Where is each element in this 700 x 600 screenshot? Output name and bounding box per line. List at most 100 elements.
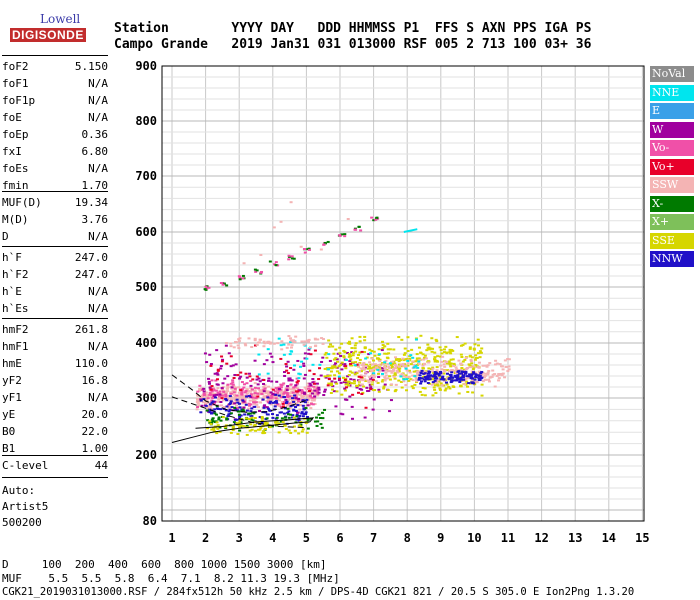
echo-point [237, 400, 241, 403]
echo-point [381, 369, 385, 372]
param-value: N/A [88, 391, 108, 404]
echo-point [467, 382, 471, 385]
echo-point [430, 337, 434, 340]
echo-point [297, 397, 301, 400]
echo-point [296, 404, 300, 407]
echo-point [449, 362, 453, 365]
echo-point [399, 363, 403, 366]
echo-point [448, 376, 452, 379]
echo-point [269, 391, 273, 394]
echo-point [353, 373, 357, 376]
param-name: D [2, 230, 9, 243]
echo-point [302, 377, 306, 380]
echo-point [413, 375, 417, 378]
echo-point [252, 401, 256, 404]
echo-point [286, 411, 290, 414]
echo-point [317, 413, 321, 416]
y-tick-label: 300 [135, 391, 157, 405]
echo-point [402, 380, 406, 383]
echo-point [432, 375, 436, 378]
echo-point [210, 412, 214, 415]
echo-point [285, 400, 289, 403]
echo-point [323, 375, 327, 378]
echo-point [300, 411, 304, 414]
echo-point [299, 245, 303, 248]
echo-point [197, 404, 201, 407]
legend-item: NNW [650, 251, 694, 267]
echo-point [465, 375, 469, 378]
echo-point [296, 411, 300, 414]
echo-point [303, 373, 307, 376]
echo-point [224, 395, 228, 398]
echo-point [236, 424, 240, 427]
echo-point [250, 388, 254, 391]
echo-point [225, 284, 229, 287]
echo-point [292, 339, 296, 342]
echo-point [364, 363, 368, 366]
echo-point [326, 384, 330, 387]
echo-point [263, 395, 267, 398]
echo-point [243, 397, 247, 400]
echo-point [463, 342, 467, 345]
echo-point [457, 359, 461, 362]
echo-point [279, 357, 283, 360]
echo-point [306, 382, 310, 385]
param-name: M(D) [2, 213, 29, 226]
echo-point [295, 415, 299, 418]
echo-point [315, 390, 319, 393]
echo-point [372, 372, 376, 375]
echo-point [264, 386, 268, 389]
x-tick-label: 13 [568, 531, 582, 545]
echo-point [266, 342, 270, 345]
echo-point [216, 369, 220, 372]
echo-point [196, 390, 200, 393]
echo-point [248, 412, 252, 415]
echo-point [208, 405, 212, 408]
echo-point [292, 364, 296, 367]
echo-point [306, 387, 310, 390]
echo-point [306, 394, 310, 397]
echo-point [448, 370, 452, 373]
echo-point [423, 354, 427, 357]
echo-point [348, 354, 352, 357]
param-name: B0 [2, 425, 16, 438]
echo-point [254, 401, 258, 404]
echo-point [284, 398, 288, 401]
echo-point [300, 340, 304, 343]
echo-point [276, 264, 280, 267]
echo-point [259, 426, 263, 429]
echo-point [471, 379, 475, 382]
echo-point [451, 376, 455, 379]
echo-point [211, 417, 215, 420]
echo-point [312, 382, 316, 385]
echo-point [385, 356, 389, 359]
echo-point [221, 281, 225, 284]
echo-point [314, 345, 318, 348]
echo-point [392, 348, 396, 351]
echo-point [249, 393, 253, 396]
echo-point [464, 368, 468, 371]
echo-point [381, 379, 385, 382]
echo-point [473, 343, 477, 346]
echo-point [423, 380, 427, 383]
echo-point [287, 254, 291, 257]
echo-point [262, 382, 266, 385]
echo-point [425, 377, 429, 380]
echo-point [215, 372, 219, 375]
echo-point [439, 364, 443, 367]
echo-point [277, 388, 281, 391]
param-name: foEp [2, 128, 29, 141]
echo-point [317, 391, 321, 394]
x-tick-label: 9 [437, 531, 444, 545]
echo-point [350, 371, 354, 374]
echo-point [220, 360, 224, 363]
echo-point [206, 394, 210, 397]
echo-point [350, 361, 354, 364]
echo-point [245, 433, 249, 436]
echo-point [280, 340, 284, 343]
echo-point [427, 375, 431, 378]
param-name: MUF(D) [2, 196, 42, 209]
echo-point [338, 234, 342, 237]
echo-point [227, 352, 231, 355]
echo-point [323, 390, 327, 393]
